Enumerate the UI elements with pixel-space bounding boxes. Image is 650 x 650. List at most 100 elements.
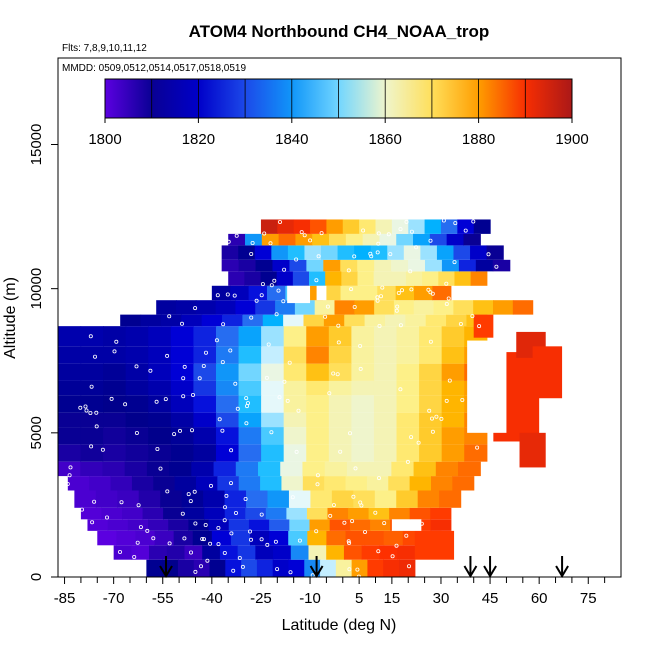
heatmap-cell-11-12 [328, 395, 352, 413]
sample-marker [228, 481, 233, 486]
sample-marker [269, 283, 274, 288]
heatmap-cell-16-11 [344, 314, 366, 327]
heatmap-cell-18-3 [266, 285, 286, 301]
heatmap-cell-7-2 [102, 461, 126, 477]
heatmap-cell-21-12 [420, 245, 438, 260]
sample-marker [233, 510, 238, 515]
heatmap-cell-19-6 [325, 271, 342, 286]
heatmap-cell-7-17 [435, 461, 459, 477]
heatmap-cell-12-9 [261, 380, 285, 396]
heatmap-cell-7-4 [146, 461, 170, 477]
sample-marker [272, 278, 277, 283]
sample-marker [214, 338, 219, 343]
sample-marker [275, 567, 280, 572]
heatmap-cell-19-1 [244, 271, 262, 286]
heatmap-cell-16-9 [303, 314, 325, 327]
heatmap-cell-6-1 [89, 476, 112, 491]
sample-marker [377, 323, 382, 328]
sample-marker [136, 503, 141, 508]
heatmap-cell-10-10 [283, 412, 307, 428]
heatmap-cell-11-11 [306, 395, 330, 413]
heatmap-cell-21-7 [337, 245, 355, 260]
sample-marker [347, 541, 352, 546]
sample-marker [444, 398, 449, 403]
sample-marker [376, 476, 381, 481]
sample-marker [347, 431, 352, 436]
x-tick-label: 5 [355, 590, 363, 607]
heatmap-cell-15-17 [441, 326, 465, 347]
heatmap-cell-5-10 [288, 490, 312, 508]
heatmap-cell-16-3 [181, 314, 203, 327]
heatmap-cell-0-2 [177, 559, 195, 577]
sample-marker [470, 314, 475, 319]
flight-arrows [159, 556, 569, 578]
heatmap-cell-9-8 [238, 427, 262, 445]
heatmap-cell-14-4 [148, 346, 172, 364]
heatmap-cell-13-9 [261, 363, 285, 381]
sample-marker [296, 408, 301, 413]
y-tick-label: 15000 [28, 124, 45, 166]
heatmap-cell-1-3 [166, 545, 186, 560]
sample-marker [226, 239, 231, 244]
heatmap-cell-14-10 [283, 346, 307, 364]
sample-marker [138, 525, 143, 530]
sample-marker [234, 233, 239, 238]
heatmap-cell-5-0 [74, 490, 97, 508]
sample-marker [65, 481, 70, 486]
heatmap-cell-14-12 [328, 346, 352, 364]
heatmap-cell-2-1 [116, 530, 137, 546]
heatmap-cell-2-10 [288, 530, 308, 546]
heatmap-cell-6-11 [302, 476, 325, 491]
heatmap-cell-14-2 [103, 346, 127, 364]
sample-marker [248, 537, 253, 542]
heatmap-cell-15-12 [328, 326, 352, 347]
sample-marker [220, 428, 225, 433]
sample-marker [398, 387, 403, 392]
heatmap-cell-13-1 [80, 363, 104, 381]
sample-marker [327, 391, 332, 396]
sample-marker [109, 396, 114, 401]
sample-marker [416, 440, 421, 445]
heatmap-cell-10-3 [125, 412, 149, 428]
heatmap-cell-4-3 [142, 507, 164, 520]
heatmap-cell-10-5 [170, 412, 195, 428]
heatmap-cell-15-14 [373, 326, 398, 347]
heatmap-cell-8-4 [148, 444, 172, 462]
heatmap-cell-11-8 [238, 395, 262, 413]
heatmap-cell-17-17 [493, 300, 514, 315]
heatmap-cell-7-14 [369, 461, 392, 477]
sample-marker [358, 343, 363, 348]
heatmap-cell-1-9 [273, 545, 292, 560]
sample-marker [155, 446, 160, 451]
sample-marker [163, 397, 168, 402]
heatmap-cell-1-1 [131, 545, 150, 560]
heatmap-cell-20-5 [306, 259, 324, 272]
heatmap-cell-3-14 [370, 519, 391, 531]
heatmap-cell-3-2 [127, 519, 149, 531]
heatmap-cell-15-5 [170, 326, 195, 347]
sample-marker [233, 381, 238, 386]
sample-marker [259, 537, 264, 542]
heatmap-cell-20-2 [255, 259, 274, 272]
heatmap-cell-17-0 [156, 300, 177, 315]
heatmap-cell-10-6 [193, 412, 217, 428]
heatmap-cell-15-0 [58, 326, 82, 347]
heatmap-cell-5-7 [224, 490, 247, 508]
heatmap-cell-7-15 [391, 461, 415, 477]
heatmap-cell-6-5 [174, 476, 197, 491]
heatmap-cell-11-9 [261, 395, 285, 413]
sample-marker [399, 288, 404, 293]
heatmap-cell-13-0 [58, 363, 82, 381]
heatmap-cell-21-1 [238, 245, 256, 260]
heatmap-cell-8-3 [125, 444, 149, 462]
sample-marker [273, 539, 278, 544]
heatmap-cell-7-5 [169, 461, 192, 477]
heatmap-cell-3-12 [329, 519, 351, 531]
heatmap-cell-22-4 [295, 233, 313, 246]
sample-marker [375, 295, 380, 300]
heatmap-cell-15-9 [261, 326, 285, 347]
colorbar-segment-7 [431, 79, 480, 118]
heatmap-cell-0-8 [272, 559, 290, 577]
colorbar-segment-9 [525, 79, 573, 118]
heatmap-cell-9-4 [148, 427, 172, 445]
